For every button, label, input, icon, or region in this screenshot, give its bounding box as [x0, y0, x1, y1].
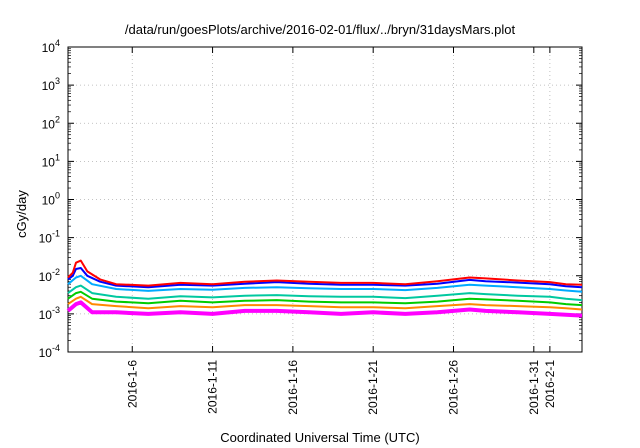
y-tick-label: 103 — [42, 76, 60, 93]
series-line — [67, 290, 583, 307]
x-axis-label: Coordinated Universal Time (UTC) — [220, 430, 420, 445]
series-line — [67, 284, 583, 302]
series-line — [67, 295, 583, 311]
x-tick-label: 2016-2-1 — [543, 360, 557, 408]
y-tick-label: 102 — [42, 114, 60, 131]
y-tick-label: 100 — [42, 191, 60, 208]
y-tick-label: 10-1 — [39, 229, 60, 246]
x-tick-label: 2016-1-31 — [527, 360, 541, 415]
y-tick-label: 104 — [42, 38, 60, 55]
y-tick-label: 10-2 — [39, 267, 60, 284]
series-line — [66, 300, 583, 318]
y-tick-label: 101 — [42, 152, 60, 169]
x-tick-label: 2016-1-26 — [447, 360, 461, 415]
x-tick-label: 2016-1-11 — [206, 360, 220, 414]
series-line — [67, 259, 583, 287]
chart-title: /data/run/goesPlots/archive/2016-02-01/f… — [124, 22, 516, 37]
series-line — [67, 274, 583, 293]
series-line — [67, 267, 583, 289]
y-tick-label: 10-4 — [39, 343, 60, 360]
x-tick-label: 2016-1-21 — [366, 360, 380, 415]
y-tick-label: 10-3 — [39, 305, 60, 322]
x-tick-label: 2016-1-6 — [125, 360, 139, 408]
x-tick-label: 2016-1-16 — [286, 360, 300, 415]
